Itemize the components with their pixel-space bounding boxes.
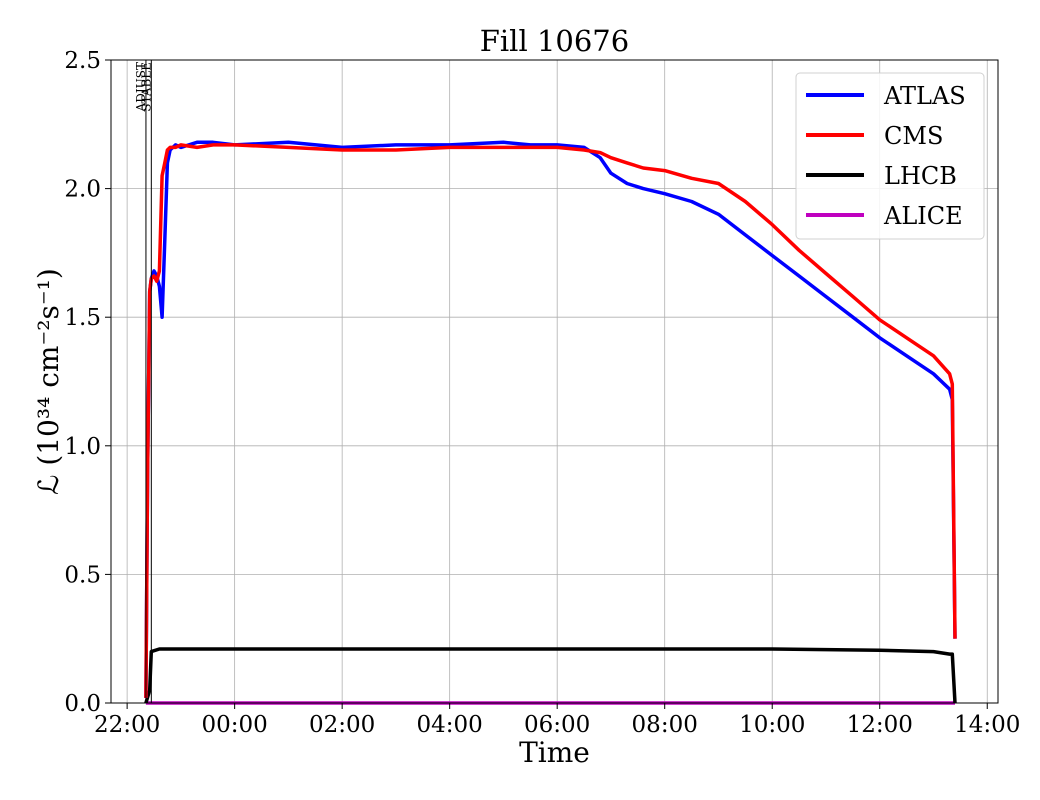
chart-title: Fill 10676 bbox=[480, 24, 629, 58]
x-tick-label: 14:00 bbox=[954, 712, 1020, 738]
event-marker-label: ADJUST bbox=[134, 62, 148, 112]
y-tick-label: 2.5 bbox=[64, 48, 101, 74]
legend-label: ALICE bbox=[883, 202, 963, 230]
x-tick-label: 00:00 bbox=[201, 712, 267, 738]
y-tick-label: 0.0 bbox=[64, 691, 101, 717]
y-tick-label: 1.0 bbox=[64, 434, 101, 460]
x-tick-label: 06:00 bbox=[524, 712, 590, 738]
x-tick-label: 10:00 bbox=[739, 712, 805, 738]
legend-label: ATLAS bbox=[883, 82, 966, 110]
series-line-lhcb bbox=[144, 647, 957, 704]
y-tick-label: 1.5 bbox=[64, 305, 101, 331]
event-marker-label: STABLE bbox=[139, 62, 153, 112]
legend-box bbox=[795, 72, 985, 240]
x-tick-label: 08:00 bbox=[632, 712, 698, 738]
series-line-atlas bbox=[144, 140, 957, 698]
legend: ATLAS CMS LHCB ALICE bbox=[795, 72, 985, 240]
series-line-cms bbox=[144, 143, 957, 698]
y-axis-label: ℒ (10³⁴ cm⁻²s⁻¹) bbox=[32, 268, 65, 495]
y-tick-label: 2.0 bbox=[64, 177, 101, 203]
legend-label: CMS bbox=[884, 122, 943, 150]
plot-frame bbox=[110, 59, 999, 704]
legend-label: LHCB bbox=[884, 162, 957, 190]
x-tick-label: 12:00 bbox=[847, 712, 913, 738]
x-tick-label: 02:00 bbox=[309, 712, 375, 738]
x-tick-label: 04:00 bbox=[417, 712, 483, 738]
axis-ticks: 22:00 00:00 02:00 04:00 06:00 08:00 10:00 12:00… bbox=[64, 48, 1020, 738]
x-tick-label: 22:00 bbox=[94, 712, 160, 738]
y-tick-label: 0.5 bbox=[64, 562, 101, 588]
x-axis-label: Time bbox=[519, 736, 590, 769]
